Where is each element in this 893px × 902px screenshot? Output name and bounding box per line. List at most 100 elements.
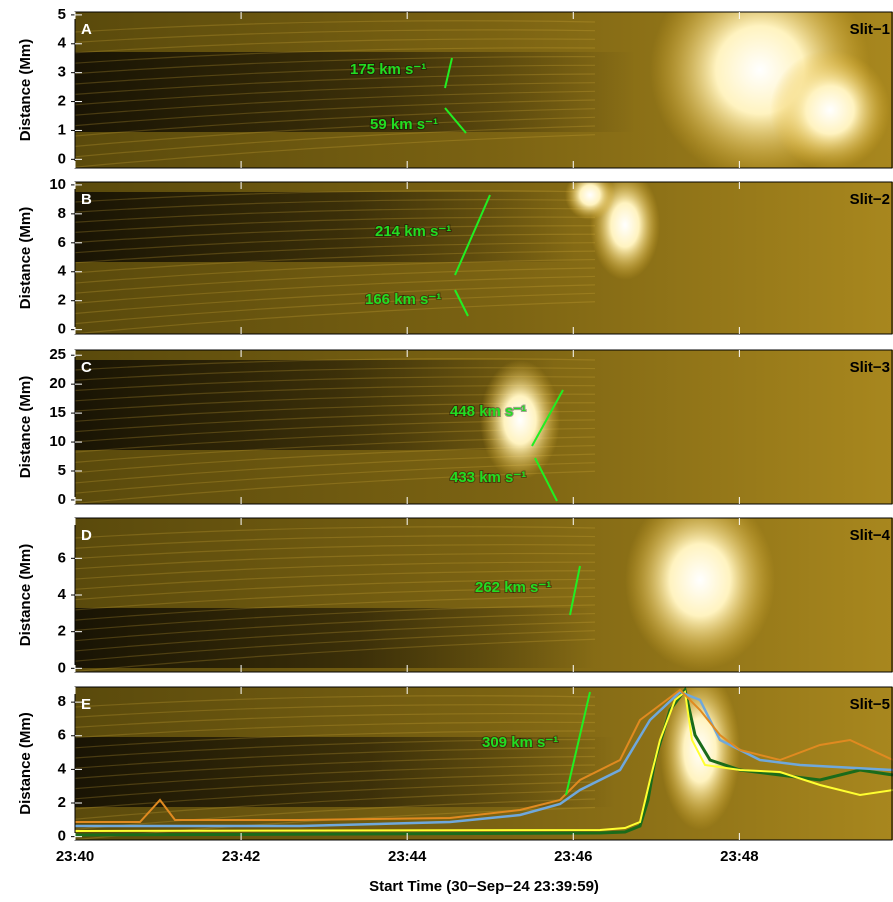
streak [75, 358, 596, 371]
panel-letter: E [81, 696, 91, 713]
y-axis-label: Distance (Mm) [17, 544, 34, 647]
panel-letter: C [81, 359, 92, 376]
streak [75, 73, 596, 95]
y-tick-label: 0 [58, 659, 66, 676]
light-curve [75, 690, 893, 832]
streak [75, 764, 596, 790]
streak [75, 638, 596, 672]
streak [75, 544, 596, 560]
fit-line [454, 289, 469, 317]
y-axis-label: Distance (Mm) [17, 39, 34, 142]
fit-line [444, 107, 467, 134]
streak [75, 190, 596, 203]
panel-frame [74, 349, 893, 505]
streak [75, 301, 596, 334]
fit-line [534, 457, 558, 502]
speed-annotation: 175 km s⁻¹ [350, 61, 426, 78]
speed-annotation: 262 km s⁻¹ [475, 579, 551, 596]
streak [75, 207, 596, 223]
dark-band [75, 192, 575, 262]
y-tick-label: 10 [49, 176, 66, 193]
streak [75, 258, 596, 284]
streak [75, 730, 596, 749]
streak [75, 526, 596, 539]
streak [75, 38, 596, 54]
streak [75, 292, 596, 325]
y-tick-label: 6 [58, 234, 66, 251]
streak [75, 721, 596, 739]
panel-image [75, 687, 893, 840]
panel-image [75, 12, 893, 168]
streak [75, 116, 596, 147]
streak [75, 125, 596, 158]
streak [75, 755, 596, 779]
streak [75, 47, 596, 64]
y-tick-label: 6 [58, 727, 66, 744]
bright-region [660, 687, 740, 830]
streak [75, 587, 596, 611]
x-tick-label: 23:46 [554, 848, 592, 865]
dark-band [75, 52, 635, 132]
streak [75, 225, 596, 244]
light-curve [75, 690, 893, 828]
panel-letter: D [81, 527, 92, 544]
streak [75, 789, 596, 820]
dark-band [75, 360, 555, 450]
slit-label: Slit−3 [850, 359, 890, 376]
y-axis-label: Distance (Mm) [17, 712, 34, 815]
panel-frame [74, 11, 893, 169]
y-tick-label: 0 [58, 150, 66, 167]
streak [75, 552, 596, 570]
y-tick-label: 8 [58, 205, 66, 222]
streak [75, 781, 596, 810]
x-tick-label: 23:40 [56, 848, 94, 865]
y-tick-label: 2 [58, 292, 66, 309]
panel-letter: A [81, 21, 92, 38]
speed-annotation: 59 km s⁻¹ [370, 116, 438, 133]
x-tick-label: 23:42 [222, 848, 260, 865]
y-tick-label: 4 [58, 35, 67, 52]
y-tick-label: 2 [58, 93, 66, 110]
streak [75, 738, 596, 759]
streak [75, 798, 596, 830]
y-tick-label: 20 [49, 375, 66, 392]
streak [75, 82, 596, 106]
streak [75, 712, 596, 728]
streak [75, 267, 596, 294]
streak [75, 595, 596, 621]
panel-image [75, 182, 893, 334]
y-tick-label: 5 [58, 462, 66, 479]
streak [75, 604, 596, 631]
slit-label: Slit−2 [850, 191, 890, 208]
streak [75, 275, 596, 304]
panel-image [75, 518, 893, 672]
fit-line [569, 565, 581, 616]
speed-annotation: 448 km s⁻¹ [450, 403, 526, 420]
streak [75, 64, 596, 85]
streak [75, 216, 596, 233]
streak [75, 199, 596, 213]
slit-label: Slit−4 [850, 527, 891, 544]
y-tick-label: 4 [58, 263, 67, 280]
y-tick-label: 4 [58, 760, 67, 777]
y-tick-label: 0 [58, 321, 66, 338]
y-tick-label: 2 [58, 623, 66, 640]
fit-line [454, 194, 491, 276]
y-tick-label: 4 [58, 586, 67, 603]
streak [75, 621, 596, 652]
bright-region [480, 360, 560, 480]
y-tick-label: 3 [58, 64, 66, 81]
streak [75, 56, 596, 75]
y-tick-label: 15 [49, 404, 66, 421]
streak [75, 29, 596, 43]
speed-annotation: 166 km s⁻¹ [365, 291, 441, 308]
x-axis-label: Start Time (30−Sep−24 23:39:59) [369, 878, 599, 895]
panel-frame [74, 686, 893, 841]
streak [75, 90, 596, 116]
y-tick-label: 8 [58, 693, 66, 710]
y-tick-label: 0 [58, 828, 66, 845]
streak [75, 535, 596, 549]
y-axis-label: Distance (Mm) [17, 207, 34, 310]
streak [75, 561, 596, 580]
